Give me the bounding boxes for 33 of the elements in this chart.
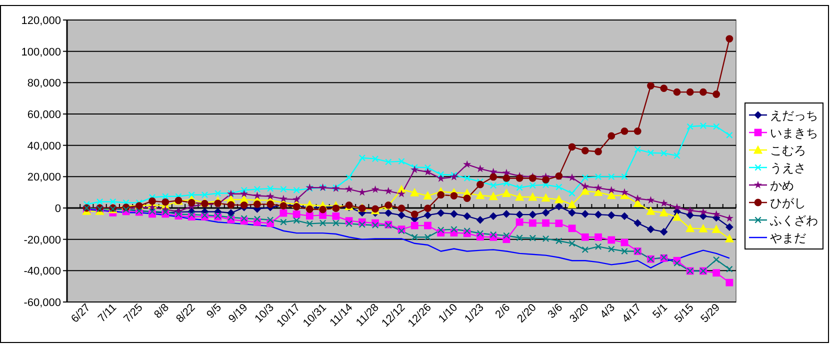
x-tick-label: 8/22 (174, 302, 198, 326)
y-tick-label: -60,000 (24, 297, 61, 309)
y-tick-label: 80,000 (27, 78, 61, 90)
x-tick-label: 1/23 (462, 302, 486, 326)
x-tick-label: 5/15 (672, 302, 696, 326)
x-tick-label: 5/1 (650, 302, 670, 321)
legend-label: こむろ (770, 144, 806, 158)
x-tick-label: 3/6 (546, 302, 566, 321)
y-tick-label: -40,000 (24, 266, 61, 278)
y-tick-label: 120,000 (21, 15, 61, 27)
x-tick-label: 5/29 (698, 302, 722, 326)
legend-label: ふくざわ (769, 214, 818, 228)
x-tick-label: 9/5 (204, 302, 224, 321)
y-tick-label: 40,000 (27, 140, 61, 152)
y-tick-label: 100,000 (21, 46, 61, 58)
legend-label: うえさ (770, 161, 806, 175)
y-tick-label: 0 (54, 203, 61, 215)
x-tick-label: 8/8 (152, 302, 172, 321)
x-tick-label: 7/25 (122, 302, 146, 326)
y-tick-label: -20,000 (24, 234, 61, 246)
x-tick-label: 2/6 (493, 302, 513, 321)
legend-label: かめ (770, 178, 794, 192)
y-tick-label: 20,000 (27, 172, 61, 184)
legend-label: えだっち (770, 108, 818, 122)
x-tick-label: 9/19 (226, 302, 250, 326)
x-tick-label: 1/10 (436, 302, 460, 326)
legend-label: ひがし (770, 196, 806, 210)
legend-label: やまだ (770, 231, 806, 245)
x-tick-label: 4/3 (598, 302, 618, 321)
y-tick-label: 60,000 (27, 109, 61, 121)
x-tick-label: 7/11 (96, 302, 120, 325)
x-tick-label: 3/20 (568, 302, 592, 326)
legend-label: いまきち (770, 126, 818, 140)
